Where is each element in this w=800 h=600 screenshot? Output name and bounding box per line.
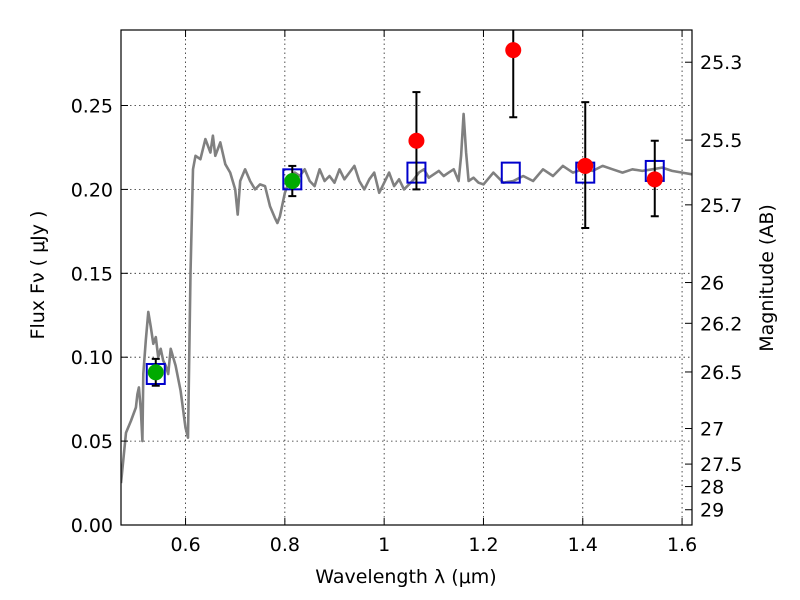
y2-tick-label: 25.5 <box>700 130 742 152</box>
x-tick-label: 1 <box>378 534 390 556</box>
y-tick-label: 0.25 <box>71 96 113 118</box>
data-point <box>408 132 425 149</box>
x-tick-label: 1.4 <box>568 534 598 556</box>
data-point <box>505 42 522 59</box>
y-tick-label: 0.20 <box>71 179 113 201</box>
y2-tick-label: 27 <box>700 419 724 441</box>
y2-tick-label: 26.5 <box>700 362 742 384</box>
plot-content <box>121 30 692 484</box>
grid-lines <box>121 30 692 526</box>
x-tick-label: 0.8 <box>270 534 300 556</box>
data-point <box>577 157 594 174</box>
x-tick-label: 0.6 <box>170 534 200 556</box>
model-photometry-square <box>500 161 521 184</box>
y-tick-label: 0.00 <box>71 515 113 537</box>
y-tick-label: 0.05 <box>71 431 113 453</box>
axis-labels: 0.6 0.8 1 1.2 1.4 1.6 0.00 0.05 0.10 0.15 0.20 0.25… <box>71 52 743 556</box>
y2-tick-label: 25.3 <box>700 52 742 74</box>
y2-axis-title: Magnitude (AB) <box>756 204 778 352</box>
y2-tick-label: 29 <box>700 500 724 522</box>
y2-tick-label: 26.2 <box>700 313 742 335</box>
y-tick-label: 0.15 <box>71 263 113 285</box>
spectrum-line <box>121 112 692 484</box>
y-tick-label: 0.10 <box>71 347 113 369</box>
plot-area <box>121 30 692 484</box>
x-axis-title: Wavelength λ (μm) <box>315 566 496 588</box>
x-tick-label: 1.6 <box>667 534 697 556</box>
plot-frame <box>120 29 693 526</box>
y2-tick-label: 28 <box>700 477 724 499</box>
data-point <box>646 171 663 188</box>
data-point <box>147 364 164 381</box>
y2-tick-label: 25.7 <box>700 195 742 217</box>
x-tick-label: 1.2 <box>468 534 498 556</box>
data-point <box>284 173 301 190</box>
y2-tick-label: 27.5 <box>700 454 742 476</box>
y2-tick-label: 26 <box>700 273 724 295</box>
axis-ticks <box>121 30 692 526</box>
y-axis-title: Flux Fν ( μJy ) <box>27 211 49 340</box>
